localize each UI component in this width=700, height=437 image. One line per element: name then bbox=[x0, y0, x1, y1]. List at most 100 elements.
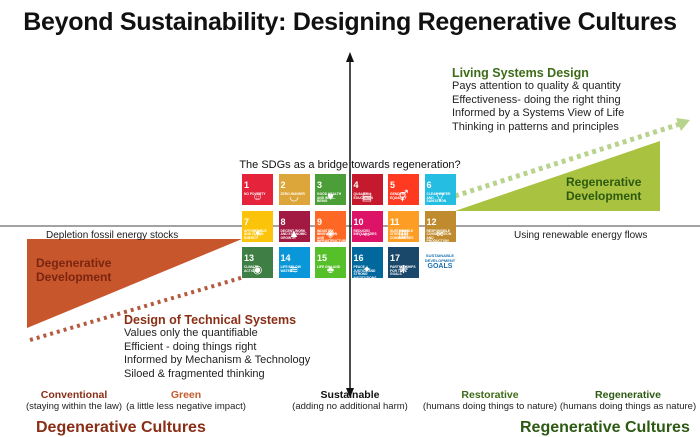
sdg-tile: 16 PEACE, JUSTICE AND STRONG INSTITUTIONS… bbox=[351, 247, 383, 278]
sdg-label: NO POVERTY bbox=[244, 192, 266, 196]
up-arrow-icon bbox=[346, 52, 354, 62]
stage-name: Restorative bbox=[461, 389, 519, 401]
regenerative-development-label: Regenerative Development bbox=[566, 175, 641, 203]
sdg-number: 2 bbox=[280, 180, 286, 190]
sdg-label: LIFE BELOW WATER bbox=[280, 265, 301, 273]
sdg-icon: ⇔ bbox=[361, 227, 373, 240]
sdg-number: 7 bbox=[244, 216, 250, 227]
sdg-tile: 15 LIFE ON LAND ♣ bbox=[315, 247, 346, 278]
stage-name: Sustainable bbox=[320, 389, 380, 401]
sdg-icon: ☺ bbox=[251, 191, 264, 203]
sdg-grid: 1 NO POVERTY ☺ 2 ZERO HUNGER ◡ 3 GOOD HEALTH AN… bbox=[242, 174, 460, 281]
stage-subtitle: (a little less negative impact) bbox=[126, 401, 246, 412]
stage-subtitle: (adding no additional harm) bbox=[292, 401, 408, 412]
renewable-label: Using renewable energy flows bbox=[514, 230, 648, 241]
sdg-tile: 17 PARTNERSHIPS FOR THE GOALS ❋ bbox=[388, 247, 419, 278]
sdg-tile: 2 ZERO HUNGER ◡ bbox=[278, 174, 310, 205]
sdg-goals-logo: SUSTAINABLE DEVELOPMENT GOALS bbox=[424, 247, 456, 278]
degenerative-development-label: Degenerative Development bbox=[36, 256, 111, 284]
sdg-label: DECENT WORK AND ECONOMIC GROWTH bbox=[280, 228, 307, 240]
sdg-icon: ◡ bbox=[289, 191, 299, 203]
technical-systems-line: Informed by Mechanism & Technology bbox=[124, 354, 311, 366]
sdg-icon: ♣ bbox=[326, 264, 335, 276]
technical-systems-line: Efficient - doing things right bbox=[124, 340, 257, 353]
sdg-tile: 4 QUALITY EDUCATION ▤ bbox=[351, 174, 383, 205]
stage-subtitle: (humans doing things to nature) bbox=[422, 401, 558, 412]
stages-row: Conventional (staying within the law) Gree… bbox=[0, 389, 700, 419]
regenerative-wedge bbox=[455, 141, 660, 211]
living-systems-line: Effectiveness- doing the right thing bbox=[452, 93, 621, 106]
sdg-icon: ▽ bbox=[435, 191, 445, 203]
sdg-label: ZERO HUNGER bbox=[280, 192, 305, 196]
sdg-icon: ▤ bbox=[361, 191, 373, 203]
sdg-label: PARTNERSHIPS FOR THE GOALS bbox=[390, 265, 416, 277]
sdg-number: 5 bbox=[390, 180, 396, 190]
sdg-label: REDUCED INEQUALITIES bbox=[353, 228, 377, 237]
sdg-label: CLIMATE ACTION bbox=[244, 265, 259, 273]
stage-item: Conventional (staying within the law) bbox=[4, 389, 144, 412]
sdg-number: 6 bbox=[426, 180, 432, 190]
sdg-number: 17 bbox=[390, 253, 401, 263]
degenerative-cultures-label: Degenerative Cultures bbox=[36, 419, 206, 436]
living-systems-block: Living Systems Design Pays attention to … bbox=[452, 66, 624, 134]
sdg-label: LIFE ON LAND bbox=[317, 265, 341, 269]
sdg-tile: 14 LIFE BELOW WATER ≋ bbox=[278, 247, 310, 278]
stage-item: Restorative (humans doing things to natur… bbox=[420, 389, 560, 412]
sdg-number: 12 bbox=[426, 216, 437, 227]
sdg-number: 3 bbox=[317, 180, 323, 190]
sdg-label: RESPONSIBLE CONSUMPTION AND PRODUCTION bbox=[426, 228, 452, 242]
stage-item: Sustainable (adding no additional harm) bbox=[280, 389, 420, 412]
regenerative-development-line: Regenerative bbox=[566, 175, 642, 189]
sdg-icon: ⚥ bbox=[398, 191, 409, 203]
degenerative-wedge bbox=[27, 239, 242, 328]
sdg-number: 4 bbox=[353, 180, 359, 190]
living-systems-line: Pays attention to quality & quantity bbox=[452, 80, 621, 92]
regenerative-cultures-label: Regenerative Cultures bbox=[520, 419, 690, 436]
degenerative-development-line: Development bbox=[36, 270, 112, 284]
technical-systems-line: Siloed & fragmented thinking bbox=[124, 367, 265, 380]
sdg-number: 15 bbox=[317, 253, 328, 263]
sdg-label: PEACE, JUSTICE AND STRONG INSTITUTIONS bbox=[353, 265, 377, 278]
sdg-number: 14 bbox=[280, 253, 291, 263]
sdg-number: 11 bbox=[390, 216, 400, 227]
goals-logo-big: GOALS bbox=[427, 263, 453, 270]
living-systems-line: Informed by a Systems View of Life bbox=[452, 107, 625, 119]
living-systems-line: Thinking in patterns and principles bbox=[452, 120, 619, 133]
technical-systems-block: Design of Technical Systems Values only … bbox=[124, 313, 310, 381]
depletion-label: Depletion fossil energy stocks bbox=[46, 230, 179, 241]
stage-name: Regenerative bbox=[595, 389, 661, 401]
stage-item: Green (a little less negative impact) bbox=[116, 389, 256, 412]
sdg-label: GENDER EQUALITY bbox=[390, 192, 407, 200]
goals-logo-small: SUSTAINABLE DEVELOPMENT bbox=[424, 253, 456, 263]
sdg-tile: 9 INDUSTRY, INNOVATION AND INFRASTRUCTURE… bbox=[315, 210, 346, 242]
sdg-number: 8 bbox=[280, 216, 286, 227]
sdg-icon: ☀ bbox=[252, 227, 263, 240]
sdg-tile: 7 AFFORDABLE AND CLEAN ENERGY ☀ bbox=[242, 210, 273, 242]
stage-item: Regenerative (humans doing things as natu… bbox=[558, 389, 698, 412]
sdg-tile: 12 RESPONSIBLE CONSUMPTION AND PRODUCTION… bbox=[424, 210, 456, 242]
stage-name: Green bbox=[170, 389, 202, 401]
sdg-tile: 13 CLIMATE ACTION ◉ bbox=[242, 247, 273, 278]
sdg-label: QUALITY EDUCATION bbox=[353, 192, 373, 200]
trajectory-arrow-icon bbox=[676, 118, 690, 131]
sdg-icon: ✦ bbox=[362, 264, 372, 276]
page-title: Beyond Sustainability: Designing Regener… bbox=[23, 8, 677, 36]
stage-subtitle: (humans doing things as nature) bbox=[559, 401, 697, 412]
sdg-icon: ∞ bbox=[436, 227, 444, 240]
down-arrow-icon bbox=[346, 388, 354, 398]
sdg-tile: 10 REDUCED INEQUALITIES ⇔ bbox=[351, 210, 383, 242]
sdg-icon: ♥ bbox=[327, 191, 334, 203]
sdg-tile: 6 CLEAN WATER AND SANITATION ▽ bbox=[424, 174, 456, 205]
sdg-icon: ≋ bbox=[289, 264, 299, 276]
stage-name: Conventional bbox=[40, 389, 108, 401]
degenerative-development-line: Degenerative bbox=[36, 256, 112, 270]
sdg-number: 16 bbox=[353, 253, 364, 263]
sdg-icon: ◈ bbox=[326, 227, 335, 240]
sdg-label: SUSTAINABLE CITIES AND COMMUNITIES bbox=[390, 228, 414, 240]
sdg-tile: 11 SUSTAINABLE CITIES AND COMMUNITIES ▥ bbox=[388, 210, 419, 242]
degenerative-trajectory bbox=[29, 275, 245, 342]
sdg-icon: ▲ bbox=[288, 227, 300, 240]
living-systems-title: Living Systems Design bbox=[452, 66, 589, 80]
sdg-icon: ❋ bbox=[398, 264, 409, 276]
